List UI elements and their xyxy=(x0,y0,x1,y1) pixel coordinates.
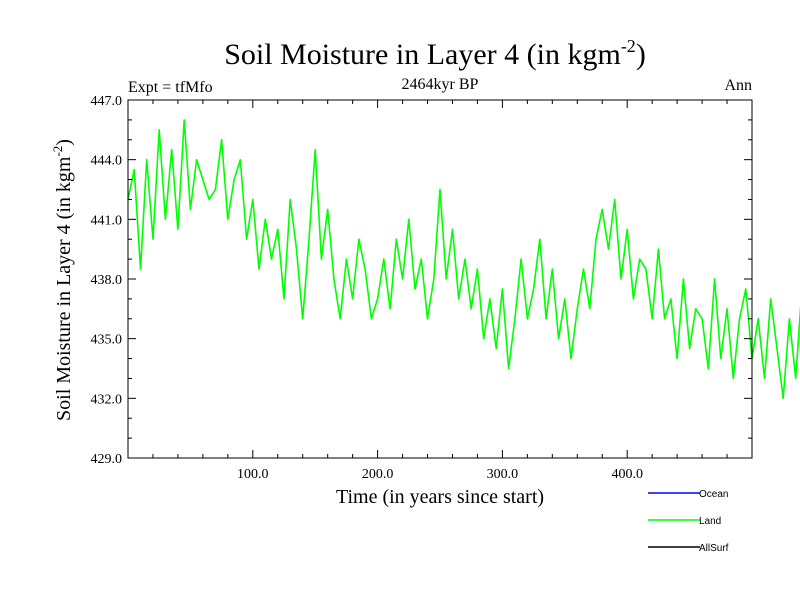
chart-subtitle: 2464kyr BP xyxy=(402,76,479,93)
legend: Ocean Land AllSurf xyxy=(648,489,729,554)
y-axis-label-close: ) xyxy=(53,139,75,146)
y-axis-label: Soil Moisture in Layer 4 (in kgm-2) xyxy=(50,139,75,421)
y-axis-label-sup: -2 xyxy=(50,146,65,157)
legend-label-allsurf: AllSurf xyxy=(699,543,729,554)
y-tick-label: 438.0 xyxy=(91,273,123,288)
chart-title-sup: -2 xyxy=(621,36,636,56)
y-axis-label-main: Soil Moisture in Layer 4 (in kgm xyxy=(53,156,75,421)
y-tick-label: 444.0 xyxy=(91,154,123,169)
legend-label-ocean: Ocean xyxy=(699,489,728,500)
y-tick-label: 435.0 xyxy=(91,333,123,348)
y-tick-label: 441.0 xyxy=(91,213,123,228)
y-tick-label: 429.0 xyxy=(91,452,123,467)
ticks-layer: 429.0 432.0 435.0 438.0 441.0 444.0 447.0 100.0… xyxy=(91,94,752,482)
series-layer xyxy=(127,119,800,400)
x-tick-label: 400.0 xyxy=(611,467,643,482)
y-tick-label: 447.0 xyxy=(91,94,123,109)
x-tick-label: 300.0 xyxy=(487,467,519,482)
x-tick-label: 200.0 xyxy=(362,467,394,482)
experiment-label: Expt = tfMfo xyxy=(128,79,213,96)
chart-title: Soil Moisture in Layer 4 (in kgm-2) xyxy=(224,36,646,71)
season-label: Ann xyxy=(724,77,752,94)
chart-title-main: Soil Moisture in Layer 4 (in kgm xyxy=(224,38,621,71)
chart-title-close: ) xyxy=(636,38,646,71)
x-tick-label: 100.0 xyxy=(237,467,269,482)
plot-frame xyxy=(127,99,753,459)
series-line-land xyxy=(127,119,800,400)
x-axis-label: Time (in years since start) xyxy=(336,486,544,508)
y-tick-label: 432.0 xyxy=(91,392,123,407)
legend-label-land: Land xyxy=(699,516,721,527)
